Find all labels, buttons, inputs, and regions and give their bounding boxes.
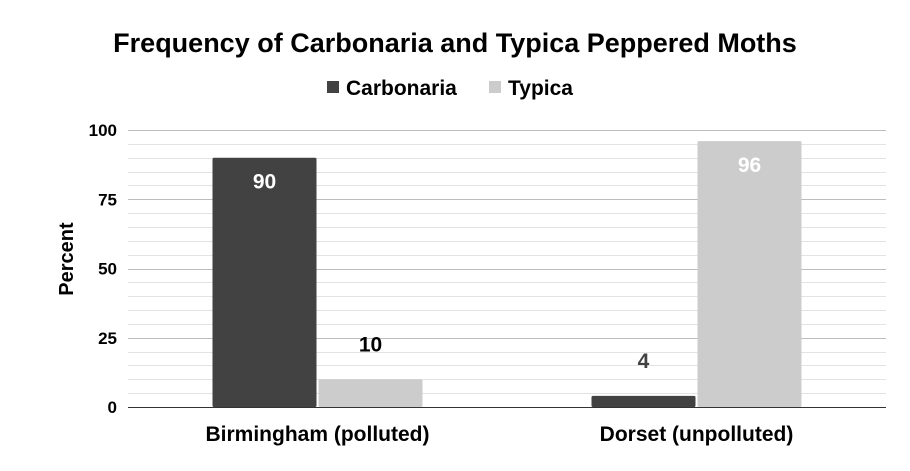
- y-axis-ticks: 0 25 50 75 100: [89, 121, 117, 417]
- data-label-typica-1: 96: [738, 154, 761, 177]
- data-label-typica-0: 10: [359, 333, 382, 356]
- y-tick-label: 25: [98, 329, 117, 348]
- data-label-carbonaria-1: 4: [638, 350, 650, 373]
- y-tick-label: 0: [108, 398, 117, 417]
- legend-swatch-carbonaria: [327, 81, 339, 93]
- x-category-label: Birmingham (polluted): [206, 423, 430, 446]
- legend-label-carbonaria: Carbonaria: [346, 77, 457, 100]
- y-axis-label: Percent: [56, 222, 78, 296]
- legend: Carbonaria Typica: [327, 77, 573, 100]
- legend-swatch-typica: [489, 81, 501, 93]
- x-axis-categories: Birmingham (polluted) Dorset (unpolluted): [206, 423, 794, 446]
- bars: [212, 141, 802, 407]
- bar-typica-0: [318, 379, 423, 407]
- chart-title: Frequency of Carbonaria and Typica Peppe…: [113, 28, 797, 58]
- data-label-carbonaria-0: 90: [253, 171, 276, 194]
- x-category-label: Dorset (unpolluted): [600, 423, 794, 446]
- y-tick-label: 50: [98, 260, 117, 279]
- legend-label-typica: Typica: [508, 77, 573, 100]
- y-tick-label: 100: [89, 121, 117, 140]
- bar-typica-1: [697, 141, 802, 407]
- y-tick-label: 75: [98, 190, 117, 209]
- data-labels: 90 10 4 96: [253, 154, 761, 373]
- bar-carbonaria-0: [212, 157, 317, 407]
- bar-carbonaria-1: [591, 395, 696, 407]
